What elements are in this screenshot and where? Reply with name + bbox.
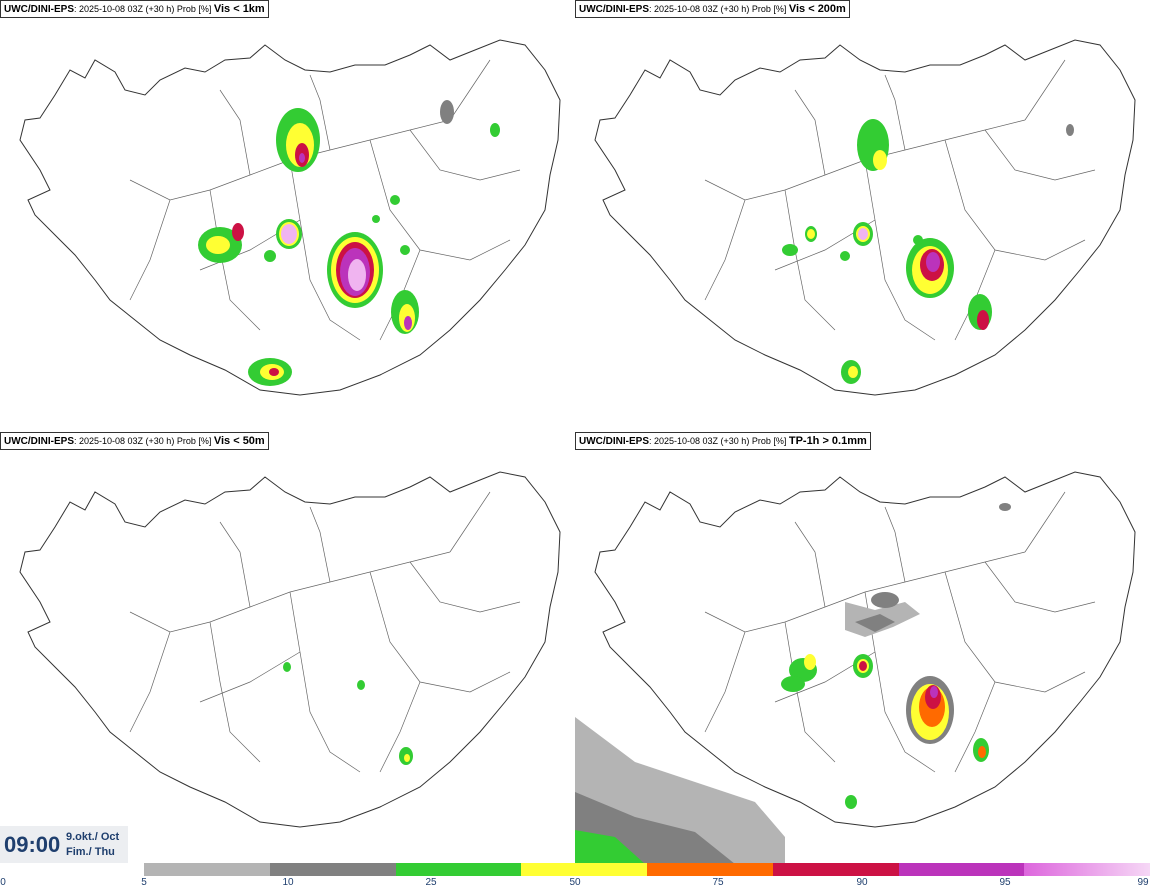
map-panel-vis-200m: UWC/DINI-EPS: 2025-10-08 03Z (+30 h) Pro… (575, 0, 1150, 432)
colorbar-segment (772, 863, 899, 876)
colorbar-tick-label: 0 (0, 877, 6, 888)
colorbar-segment (1024, 863, 1150, 876)
colorbar-segment (269, 863, 396, 876)
valid-time-box: 09:00 9.okt./ Oct Fim./ Thu (0, 826, 128, 863)
colorbar-segment (647, 863, 774, 876)
prob-blob-6 (248, 358, 292, 386)
colorbar-tick-label: 25 (425, 877, 437, 888)
panel-title-3: UWC/DINI-EPS: 2025-10-08 03Z (+30 h) Pro… (0, 432, 269, 450)
prob-blob-4 (391, 290, 419, 334)
prob-blob-2 (857, 119, 889, 171)
panel-title-4: UWC/DINI-EPS: 2025-10-08 03Z (+30 h) Pro… (575, 432, 871, 450)
panel-title-1: UWC/DINI-EPS: 2025-10-08 03Z (+30 h) Pro… (0, 0, 269, 18)
prob-blob-1 (906, 238, 954, 298)
colorbar-tick-label: 10 (282, 877, 294, 888)
prob-blob-4 (968, 294, 992, 330)
valid-day: Fim./ Thu (66, 846, 115, 858)
prob-blob-1 (327, 232, 383, 308)
prob-blob-6 (841, 360, 861, 384)
valid-time-clock: 09:00 (4, 832, 61, 857)
prob-blob-1 (399, 747, 413, 765)
colorbar-tick-label: 50 (569, 877, 581, 888)
prob-blob-2 (853, 654, 873, 678)
colorbar-tick-label: 75 (712, 877, 724, 888)
iceland-map-2 (594, 39, 1136, 396)
colorbar-tick-label: 90 (856, 877, 868, 888)
colorbar-tick-label: 95 (999, 877, 1011, 888)
colorbar-segment (144, 863, 271, 876)
colorbar-tick-label: 5 (141, 877, 147, 888)
prob-blob-3 (276, 219, 302, 249)
prob-blob-4 (973, 738, 989, 762)
prob-blob-5 (198, 223, 244, 263)
prob-blob-1 (906, 676, 954, 744)
iceland-map-1 (19, 39, 561, 396)
valid-date: 9.okt./ Oct (66, 831, 120, 843)
colorbar-segment (395, 863, 522, 876)
prob-blob-3 (853, 222, 873, 246)
map-panel-precip: UWC/DINI-EPS: 2025-10-08 03Z (+30 h) Pro… (575, 432, 1150, 864)
probability-colorbar (144, 863, 1150, 876)
map-panel-vis-50m: UWC/DINI-EPS: 2025-10-08 03Z (+30 h) Pro… (0, 432, 575, 864)
prob-blob-3 (781, 654, 817, 692)
iceland-map-4 (575, 471, 1136, 864)
panel-title-2: UWC/DINI-EPS: 2025-10-08 03Z (+30 h) Pro… (575, 0, 850, 18)
colorbar-segment (521, 863, 648, 876)
prob-blob-5 (782, 226, 817, 256)
colorbar-segment (898, 863, 1025, 876)
colorbar-tick-label: 99 (1137, 877, 1149, 888)
prob-blob-2 (276, 108, 320, 172)
iceland-map-3 (19, 471, 561, 828)
map-panel-vis-1km: UWC/DINI-EPS: 2025-10-08 03Z (+30 h) Pro… (0, 0, 575, 432)
